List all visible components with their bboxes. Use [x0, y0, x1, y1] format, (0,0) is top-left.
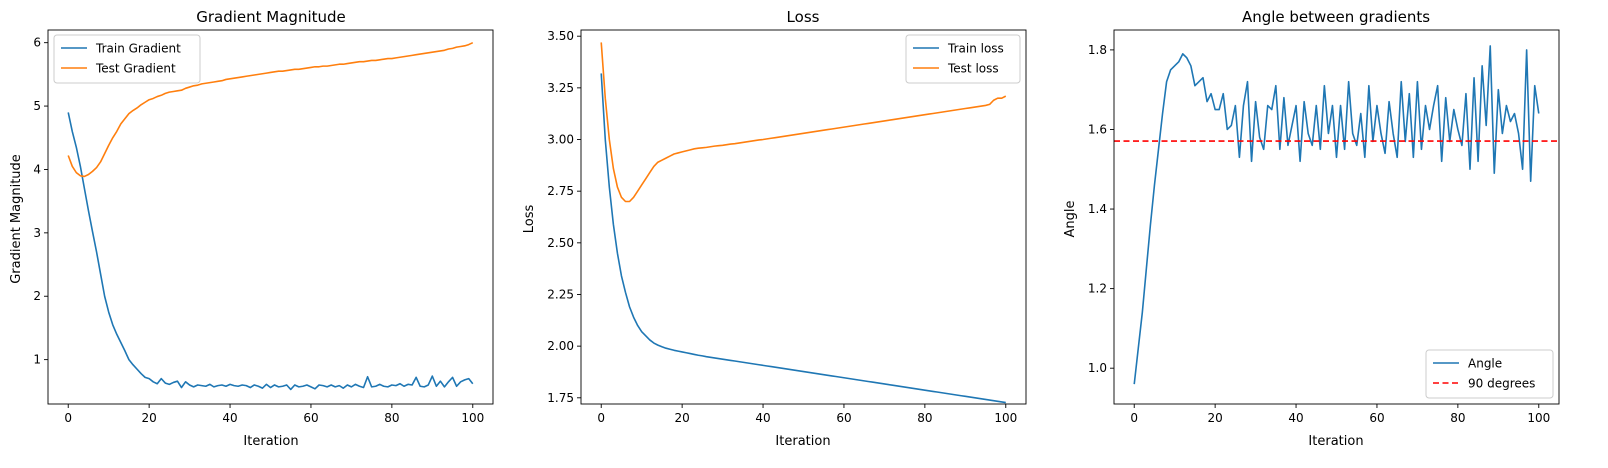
x-tick-label: 100: [461, 411, 484, 425]
x-tick-label: 80: [384, 411, 399, 425]
y-tick-label: 1: [33, 353, 41, 367]
y-tick-label: 2.50: [547, 236, 574, 250]
y-tick-label: 1.75: [547, 391, 574, 405]
legend-box: [53, 34, 201, 84]
x-tick-label: 100: [994, 411, 1017, 425]
y-tick-label: 4: [33, 162, 41, 176]
y-tick-label: 2: [33, 289, 41, 303]
y-tick-label: 1.0: [1088, 361, 1107, 375]
legend-label: Test Gradient: [95, 62, 176, 76]
series-line-1: [600, 73, 1006, 404]
legend: Train loss Test loss: [905, 34, 1021, 84]
y-axis-label: Gradient Magnitude: [9, 154, 24, 284]
x-tick-label: 40: [222, 411, 237, 425]
x-tick-label: 60: [836, 411, 851, 425]
plot-area: 0 20 40 60 80 100 1 2 3 4 5 6 Train Gradient Test Gra…: [33, 29, 494, 425]
y-tick-label: 3.25: [547, 81, 574, 95]
series-line-1: [67, 112, 474, 391]
legend: Train Gradient Test Gradient: [53, 34, 201, 84]
y-tick-label: 3: [33, 226, 41, 240]
y-tick-label: 2.75: [547, 184, 574, 198]
y-tick-label: 5: [33, 99, 41, 113]
legend-box: [1425, 349, 1554, 399]
plot-area: 0 20 40 60 80 100 1.0 1.2 1.4 1.6 1.8 Angle 90 degre…: [1088, 29, 1560, 425]
x-tick-label: 20: [141, 411, 156, 425]
series-group: [1114, 45, 1559, 385]
x-tick-label: 80: [1450, 411, 1465, 425]
x-axis-label: Iteration: [775, 434, 830, 449]
x-tick-label: 20: [1207, 411, 1222, 425]
x-tick-label: 80: [917, 411, 932, 425]
y-axis-label: Angle: [1063, 201, 1078, 238]
x-axis-label: Iteration: [1308, 434, 1363, 449]
series-line-2: [600, 42, 1007, 203]
gradient-magnitude-panel: Gradient Magnitude Iteration Gradient Ma…: [9, 8, 494, 449]
legend-box: [905, 34, 1021, 84]
axes-frame: [47, 29, 494, 405]
series-line-1: [1133, 45, 1540, 385]
chart-title: Loss: [787, 8, 820, 26]
series-group: [67, 41, 474, 391]
y-axis-label: Loss: [522, 205, 537, 234]
y-tick-label: 2.25: [547, 287, 574, 301]
legend-label: Angle: [1468, 357, 1502, 371]
x-tick-label: 40: [755, 411, 770, 425]
y-tick-label: 1.4: [1088, 202, 1107, 216]
chart-title: Gradient Magnitude: [196, 8, 346, 26]
x-tick-label: 40: [1288, 411, 1303, 425]
axes-frame: [580, 29, 1027, 405]
x-tick-label: 0: [597, 411, 605, 425]
angle-panel: Angle between gradients Iteration Angle …: [1063, 8, 1560, 449]
x-tick-label: 60: [1369, 411, 1384, 425]
x-tick-label: 0: [1130, 411, 1138, 425]
loss-panel: Loss Iteration Loss 0 20 40 60 80 100 1.75 2.00…: [522, 8, 1027, 449]
plot-area: 0 20 40 60 80 100 1.75 2.00 2.25 2.50 2.75 3.00 3.25…: [547, 29, 1027, 425]
legend: Angle 90 degrees: [1425, 349, 1554, 399]
x-tick-label: 60: [303, 411, 318, 425]
legend-label: Train loss: [947, 42, 1004, 56]
x-tick-label: 100: [1527, 411, 1550, 425]
series-group: [600, 42, 1007, 404]
y-tick-label: 3.50: [547, 29, 574, 43]
y-tick-label: 3.00: [547, 133, 574, 147]
legend-label: Train Gradient: [95, 42, 181, 56]
x-tick-label: 20: [674, 411, 689, 425]
legend-label: Test loss: [947, 62, 999, 76]
legend-label: 90 degrees: [1468, 377, 1535, 391]
y-tick-label: 1.8: [1088, 43, 1107, 57]
x-tick-label: 0: [64, 411, 72, 425]
series-line-2: [67, 41, 474, 178]
axes-frame: [1113, 29, 1560, 405]
y-tick-label: 1.6: [1088, 122, 1107, 136]
y-tick-label: 2.00: [547, 339, 574, 353]
chart-title: Angle between gradients: [1242, 8, 1430, 26]
y-tick-label: 1.2: [1088, 282, 1107, 296]
x-axis-label: Iteration: [243, 434, 298, 449]
y-tick-label: 6: [33, 36, 41, 50]
